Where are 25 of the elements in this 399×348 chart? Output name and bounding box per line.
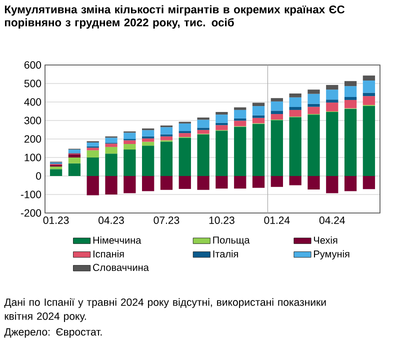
legend-label: Чехія [314,236,338,244]
x-tick-label: 01.24 [264,216,290,224]
y-tick-label: 600 [24,61,42,69]
legend-label: Польща [213,236,250,246]
legend-label: Словаччина [93,264,149,271]
legend-label: Німеччина [93,236,142,244]
x-tick-label: 07.23 [154,216,180,224]
y-tick-label: 200 [24,135,42,143]
y-tick-label: 100 [24,154,42,162]
y-tick-label: 400 [24,98,42,106]
y-tick-label: -100 [20,190,42,198]
x-tick-label: 04.23 [98,216,124,224]
y-tick-label: -200 [20,209,42,217]
y-tick-label: 500 [24,80,42,88]
text: Джерело: Євростат. [4,328,102,338]
chart-title: Кумулятивна зміна кількості мігрантів в окремих країнах ЄС порівняно з груднем 2022 року, тис. осіб [4,5,345,29]
text: Дані по Іспанії у травні 2024 року відсутні, використані показники квітня 2024 року. [4,298,326,322]
y-tick-label: 300 [24,116,42,124]
x-tick-label: 10.23 [209,216,234,224]
y-tick-label: 0 [36,172,42,180]
x-tick-label: 04.24 [319,216,345,224]
legend-label: Румунія [314,250,350,260]
legend-label: Італія [213,250,238,258]
legend-label: Іспанія [93,250,124,258]
x-tick-label: 01.23 [43,216,69,224]
